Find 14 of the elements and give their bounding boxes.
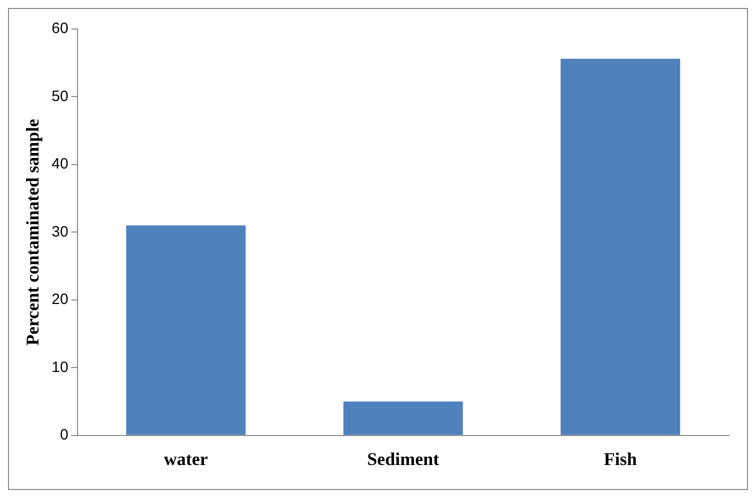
y-tick-label: 40 — [52, 156, 68, 173]
y-tick-label: 10 — [52, 358, 68, 376]
y-tick-label: 0 — [60, 426, 68, 444]
y-tick-label: 60 — [52, 20, 68, 38]
y-tick-label: 50 — [52, 88, 68, 105]
x-tick-label: Fish — [604, 448, 637, 469]
y-tick-label: 20 — [52, 291, 68, 308]
y-tick-label: 30 — [52, 223, 68, 240]
x-tick-label: water — [164, 448, 208, 469]
x-tick-label: Sediment — [367, 448, 440, 469]
y-axis-title: Percent contaminated sample — [22, 118, 42, 346]
bar — [126, 225, 246, 435]
bar — [343, 402, 463, 435]
bar — [560, 58, 680, 435]
